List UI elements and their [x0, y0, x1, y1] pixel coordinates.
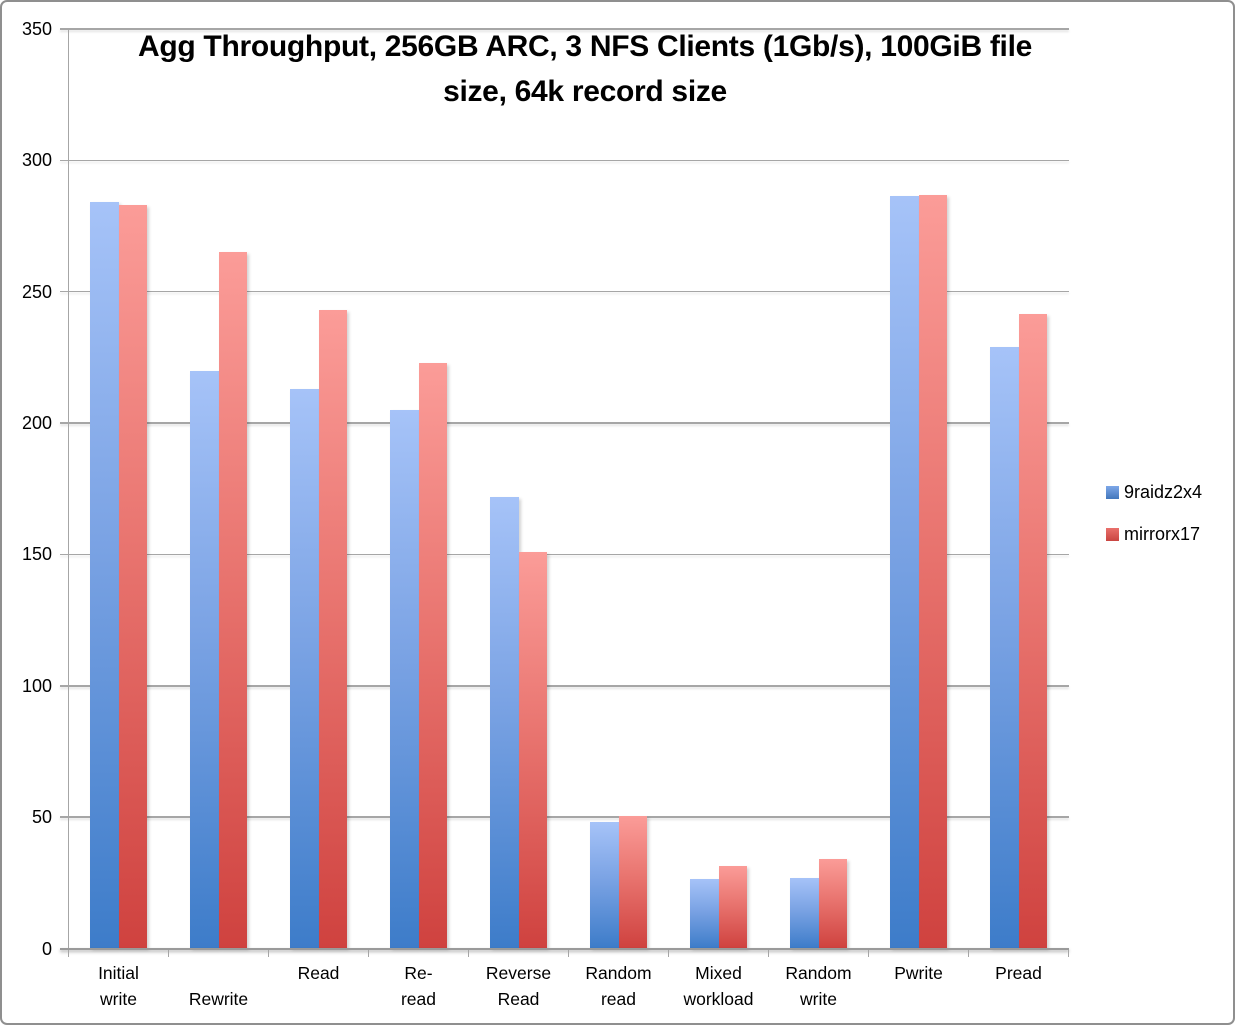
- x-axis-tick: [367, 950, 370, 957]
- y-axis-line: [67, 29, 69, 950]
- x-axis-line: [60, 948, 1069, 950]
- bar-9raidz2x4-random-read: [590, 822, 619, 949]
- x-axis-tick: [1067, 950, 1070, 957]
- y-axis-label-50: 50: [31, 807, 52, 828]
- x-axis-label-rewrite: Rewrite: [188, 989, 249, 1009]
- x-axis-tick: [667, 950, 670, 957]
- bar-9raidz2x4-rewrite: [190, 370, 219, 949]
- bar-mirrorx17-mixed-workload: [718, 865, 747, 949]
- bar-mirrorx17-initial-write: [118, 205, 147, 949]
- bar-9raidz2x4-pwrite: [890, 195, 919, 949]
- x-axis-tick: [67, 950, 70, 957]
- bar-mirrorx17-re-read: [418, 362, 447, 949]
- y-axis-label-150: 150: [21, 544, 52, 565]
- y-axis-label-250: 250: [21, 281, 52, 302]
- bar-mirrorx17-read: [318, 310, 347, 949]
- bar-9raidz2x4-initial-write: [90, 202, 119, 949]
- x-axis-tick: [267, 950, 270, 957]
- y-axis-label-300: 300: [21, 150, 52, 171]
- legend-swatch-9raidz2x4: [1106, 485, 1119, 499]
- y-axis-label-350: 350: [21, 19, 52, 39]
- gridline-350: [60, 28, 1069, 30]
- legend-label-9raidz2x4: 9raidz2x4: [1124, 481, 1203, 502]
- gridline-250: [60, 290, 1069, 293]
- gridline-300: [60, 159, 1069, 162]
- x-axis-label-mixed-workload: Mixed: [695, 963, 742, 983]
- chart-title: Agg Throughput, 256GB ARC, 3 NFS Clients…: [68, 24, 1102, 114]
- bar-mirrorx17-random-write: [818, 859, 847, 949]
- gridline-100: [60, 685, 1069, 687]
- bar-mirrorx17-random-read: [618, 815, 647, 949]
- x-axis-tick: [967, 950, 970, 957]
- bar-mirrorx17-pread: [1018, 314, 1047, 949]
- legend-item-mirrorx17: mirrorx17: [1106, 523, 1201, 544]
- chart-title-line-1: Agg Throughput, 256GB ARC, 3 NFS Clients…: [137, 30, 1033, 63]
- x-axis-label-pwrite: Pwrite: [894, 963, 943, 983]
- legend-label-mirrorx17: mirrorx17: [1124, 523, 1201, 544]
- legend-item-9raidz2x4: 9raidz2x4: [1106, 481, 1203, 502]
- bar-mirrorx17-rewrite: [218, 252, 247, 949]
- x-axis-label-random-write: write: [800, 989, 837, 1009]
- x-axis-label-random-write: Random: [785, 963, 852, 983]
- x-axis-label-read: Read: [297, 963, 340, 983]
- x-axis-label-reverse-read: Reverse: [485, 963, 552, 983]
- bar-9raidz2x4-re-read: [390, 409, 419, 949]
- x-axis-tick: [467, 950, 470, 957]
- x-axis-label-initial-write: Initial: [98, 963, 139, 983]
- bar-9raidz2x4-pread: [990, 346, 1019, 949]
- bar-9raidz2x4-reverse-read: [490, 496, 519, 949]
- gridline-150: [60, 553, 1069, 556]
- x-axis-label-re-read: Re-: [404, 963, 433, 983]
- y-axis-label-0: 0: [41, 938, 52, 959]
- bar-9raidz2x4-read: [290, 388, 319, 949]
- chart-title-line-2: size, 64k record size: [443, 75, 727, 108]
- x-axis-label-initial-write: write: [100, 989, 137, 1009]
- y-axis-label-100: 100: [21, 675, 52, 696]
- gridline-200: [60, 422, 1069, 424]
- x-axis-label-mixed-workload: workload: [683, 989, 754, 1009]
- x-axis-tick: [867, 950, 870, 957]
- gridline-50: [60, 816, 1069, 818]
- x-axis-label-random-read: read: [600, 989, 637, 1009]
- x-axis-tick: [767, 950, 770, 957]
- legend-swatch-mirrorx17: [1106, 527, 1119, 541]
- bar-mirrorx17-pwrite: [918, 194, 947, 949]
- x-axis-tick: [567, 950, 570, 957]
- x-axis-label-re-read: read: [400, 989, 437, 1009]
- x-axis-label-reverse-read: Read: [497, 989, 540, 1009]
- x-axis-tick: [167, 950, 170, 957]
- bar-9raidz2x4-mixed-workload: [690, 878, 719, 949]
- y-axis-label-200: 200: [21, 413, 52, 434]
- bar-9raidz2x4-random-write: [790, 877, 819, 949]
- bar-mirrorx17-reverse-read: [518, 551, 547, 949]
- x-axis-label-random-read: Random: [585, 963, 652, 983]
- x-axis-label-pread: Pread: [995, 963, 1042, 983]
